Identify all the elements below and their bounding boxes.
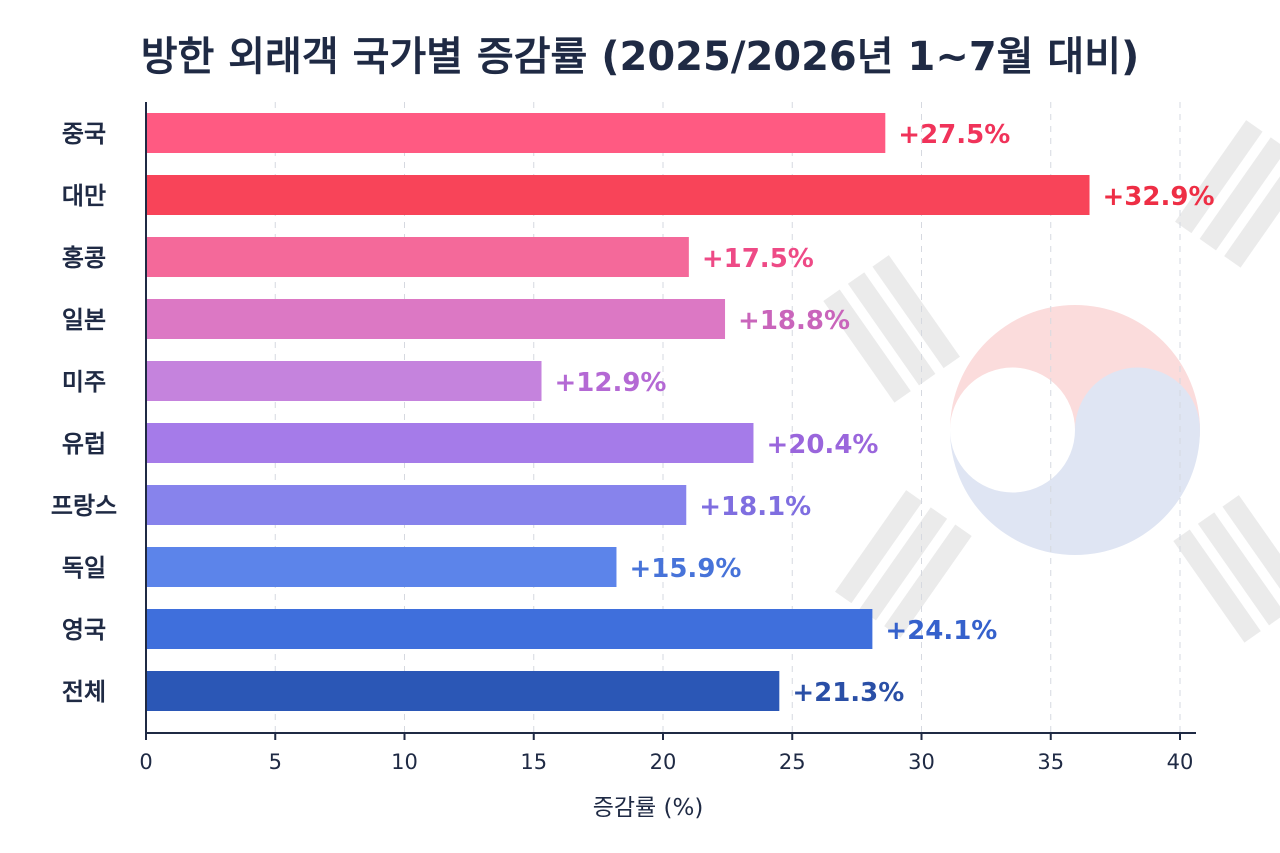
taegeuk-flag-watermark [823,120,1280,643]
trigram-top-right [1175,120,1280,268]
bar-8 [146,609,873,649]
value-label-5: +20.4% [766,430,878,460]
x-tick-label-7: 35 [1037,750,1064,774]
x-tick-label-5: 25 [779,750,806,774]
grid-lines [274,102,1181,733]
trigram-bottom-right [1173,495,1280,643]
bar-3 [146,299,726,339]
category-label-6: 프랑스 [51,492,117,520]
bars [146,113,1090,711]
trigram-left-lower [835,490,972,638]
x-tick-labels: 0 5 10 15 20 25 30 35 40 [139,750,1193,774]
bar-7 [146,547,617,587]
category-label-1: 대만 [62,182,106,210]
bar-5 [146,423,754,463]
value-label-9: +21.3% [792,678,904,708]
x-tick-label-1: 5 [269,750,282,774]
value-label-1: +32.9% [1103,182,1215,212]
x-tick-label-8: 40 [1167,750,1194,774]
value-labels: +27.5% +32.9% +17.5% +18.8% +12.9% +20.4% +18.… [555,120,1215,708]
bar-2 [146,237,689,277]
bar-6 [146,485,687,525]
trigram-left-upper [823,255,960,403]
taegeuk-blue-half [950,367,1200,555]
bar-0 [146,113,886,153]
bar-4 [146,361,542,401]
bar-9 [146,671,780,711]
x-tick-label-6: 30 [908,750,935,774]
x-tick-label-3: 15 [520,750,547,774]
category-label-0: 중국 [62,120,106,148]
x-axis-label: 증감률 (%) [593,795,704,821]
category-label-2: 홍콩 [62,244,106,272]
value-label-0: +27.5% [898,120,1010,150]
axes [145,102,1196,740]
value-label-4: +12.9% [555,368,667,398]
value-label-7: +15.9% [629,554,741,584]
x-tick-label-0: 0 [139,750,152,774]
value-label-8: +24.1% [885,616,997,646]
x-tick-label-2: 10 [391,750,418,774]
category-label-7: 독일 [62,554,106,582]
value-label-2: +17.5% [702,244,814,274]
x-tick-label-4: 20 [650,750,677,774]
category-label-3: 일본 [62,306,106,334]
category-label-9: 전체 [62,678,106,706]
value-label-6: +18.1% [699,492,811,522]
chart-title: 방한 외래객 국가별 증감률 (2025/2026년 1~7월 대비) [141,34,1140,80]
category-label-4: 미주 [62,368,106,396]
value-label-3: +18.8% [738,306,850,336]
category-label-5: 유럽 [62,430,106,458]
category-label-8: 영국 [62,616,106,644]
bar-1 [146,175,1090,215]
